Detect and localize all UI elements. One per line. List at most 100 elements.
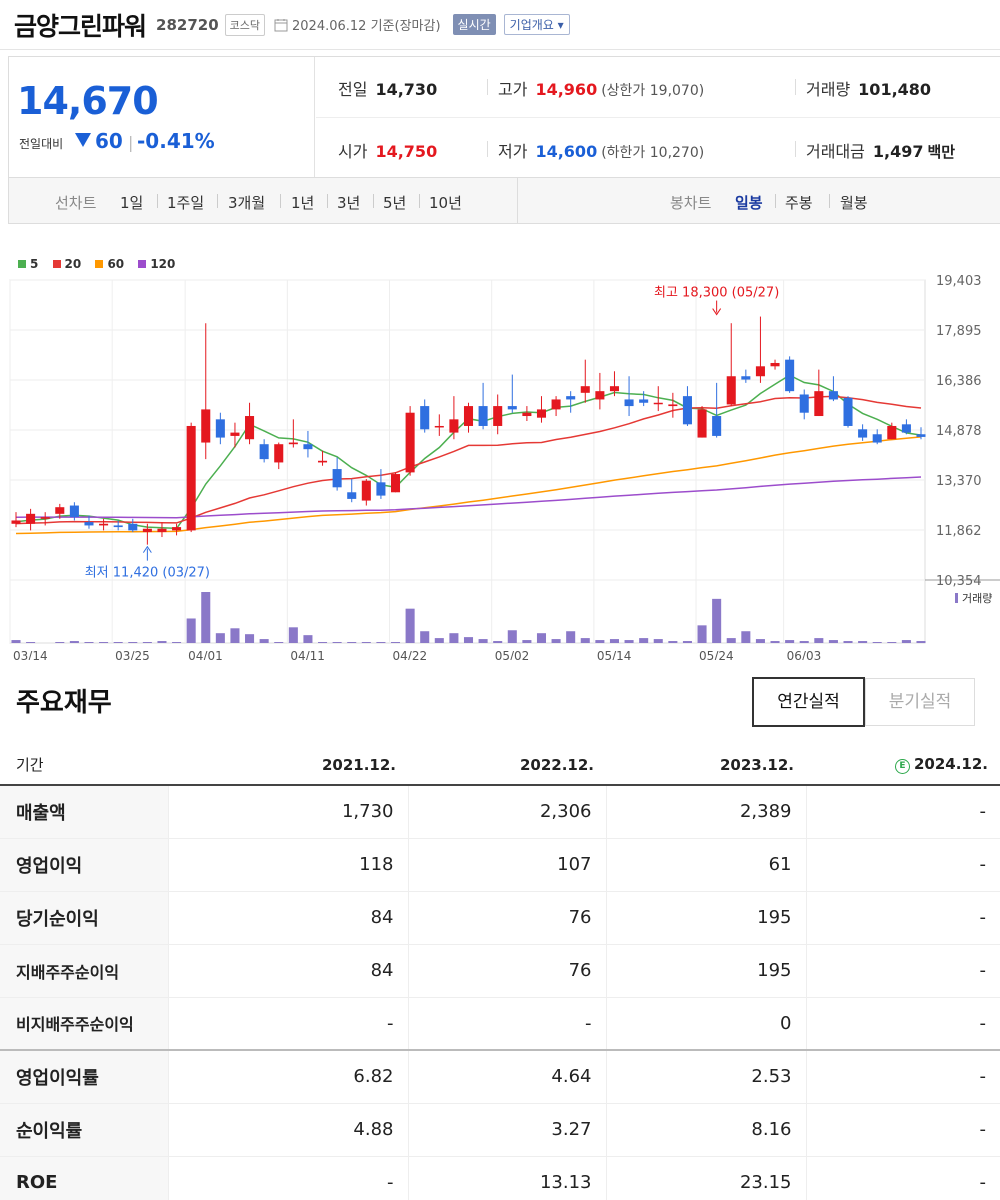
x-tick-label: 05/14 (597, 649, 632, 660)
divider (327, 194, 328, 208)
volume-bar (230, 628, 240, 643)
candle-body (682, 396, 692, 425)
col-2024-label: 2024.12. (913, 755, 988, 773)
col-2024-estimate: E 2024.12. (806, 745, 1000, 786)
row-value: - (805, 785, 1000, 839)
volume-bar (463, 637, 474, 643)
row-value: 118 (167, 838, 408, 892)
current-price: 14,670 (17, 79, 159, 123)
candle-body (113, 525, 123, 528)
divider (829, 194, 830, 208)
col-2023: 2023.12. (606, 745, 806, 786)
candle-body (332, 469, 342, 488)
volume-bar (493, 641, 503, 643)
row-value: 23.15 (605, 1156, 806, 1200)
row-value: 76 (407, 891, 606, 945)
realtime-button[interactable]: 실시간 (452, 14, 496, 35)
change-amount: 60 (95, 129, 123, 153)
volume-bar (142, 642, 152, 643)
col-2021: 2021.12. (168, 745, 408, 786)
price-chart[interactable]: 19,403 17,895 16,386 14,878 13,370 11,862 10,3… (0, 268, 1000, 660)
candle-body (858, 429, 868, 438)
volume-bar (361, 642, 371, 643)
row-value: 1,730 (167, 785, 408, 839)
change-label: 전일대비 (19, 137, 64, 151)
open-value: 14,750 (375, 142, 438, 161)
max-arrowhead-icon (712, 308, 722, 316)
period-1y[interactable]: 1년 (291, 194, 315, 212)
candle-body (697, 409, 707, 438)
x-tick-label: 04/22 (393, 649, 428, 660)
candle-body (668, 404, 678, 407)
volume-bar (478, 639, 488, 643)
period-3y[interactable]: 3년 (337, 194, 361, 212)
x-tick-label: 05/24 (699, 649, 734, 660)
stock-name[interactable]: 금양그린파워 (14, 11, 147, 41)
tab-annual[interactable]: 연간실적 (752, 677, 865, 727)
down-arrow-icon (75, 133, 91, 147)
volume-bar (303, 635, 313, 643)
period-monthly[interactable]: 월봉 (840, 194, 868, 212)
candle-body (843, 397, 853, 426)
volume-label: 거래량 (962, 592, 992, 605)
candle-body (201, 409, 211, 443)
volume-bar (624, 640, 634, 643)
company-overview-dropdown[interactable]: 기업개요 ▾ (503, 14, 570, 35)
volume: 거래량 101,480 (806, 76, 931, 100)
volume-bar (449, 633, 459, 643)
candle-body (770, 362, 780, 367)
tab-quarterly[interactable]: 분기실적 (865, 678, 975, 726)
x-tick-label: 06/03 (787, 649, 822, 660)
col-2022: 2022.12. (408, 745, 606, 786)
candle-body (551, 399, 561, 410)
volume-bar (318, 642, 328, 643)
row-value: - (805, 838, 1000, 892)
table-row: 순이익률 4.88 3.27 8.16- (0, 1103, 1000, 1157)
volume-bar (128, 642, 138, 643)
candle-body (566, 396, 576, 400)
row-value: 2.53 (605, 1050, 806, 1104)
candle-body (785, 359, 795, 392)
legend-ma60: 60 (95, 257, 124, 271)
chart-period-bar: 선차트 1일 1주일 3개월 1년 3년 5년 10년 봉차트 일봉 주봉 월봉 (8, 178, 1000, 224)
period-3m[interactable]: 3개월 (228, 194, 266, 212)
low-label: 저가 (498, 142, 528, 161)
table-row: 지배주주순이익 84 76 195- (0, 944, 1000, 998)
prev-close-label: 전일 (338, 80, 368, 99)
volume-bar (741, 631, 751, 643)
candle-body (390, 474, 401, 493)
volume-bar (157, 641, 167, 643)
candle-body (434, 425, 444, 428)
row-value: 8.16 (605, 1103, 806, 1157)
row-label: ROE (0, 1156, 168, 1200)
candle-body (288, 442, 298, 445)
volume-bar (566, 631, 576, 643)
volume-bar (347, 642, 357, 643)
stock-header: 금양그린파워 282720 코스닥 2024.06.12 기준(장마감) 실시간… (0, 0, 1000, 50)
period-1w[interactable]: 1주일 (167, 194, 205, 212)
row-value: 4.64 (407, 1050, 606, 1104)
low-price: 저가 14,600 (하한가 10,270) (498, 138, 704, 162)
row-label: 영업이익률 (0, 1050, 168, 1104)
row-value: 76 (407, 944, 606, 998)
volume-bar (55, 642, 65, 643)
x-tick-label: 04/11 (290, 649, 325, 660)
base-date: 2024.06.12 기준(장마감) (292, 19, 441, 34)
period-1d[interactable]: 1일 (120, 194, 144, 212)
volume-bar (84, 642, 94, 643)
period-weekly[interactable]: 주봉 (785, 194, 813, 212)
row-value: - (805, 944, 1000, 998)
volume-bar (201, 592, 211, 643)
volume-bar (551, 639, 561, 643)
divider (795, 79, 796, 95)
volume-bar (785, 640, 795, 643)
period-daily[interactable]: 일봉 (735, 194, 763, 212)
y-tick-label: 16,386 (936, 374, 982, 389)
trade-value-amount: 1,497 (872, 142, 924, 161)
period-10y[interactable]: 10년 (429, 194, 462, 212)
period-5y[interactable]: 5년 (383, 194, 407, 212)
high-price: 고가 14,960 (상한가 19,070) (498, 76, 704, 100)
table-row: 영업이익률 6.82 4.64 2.53- (0, 1050, 1000, 1104)
volume-bar (580, 638, 590, 643)
chart-frame (9, 279, 926, 644)
